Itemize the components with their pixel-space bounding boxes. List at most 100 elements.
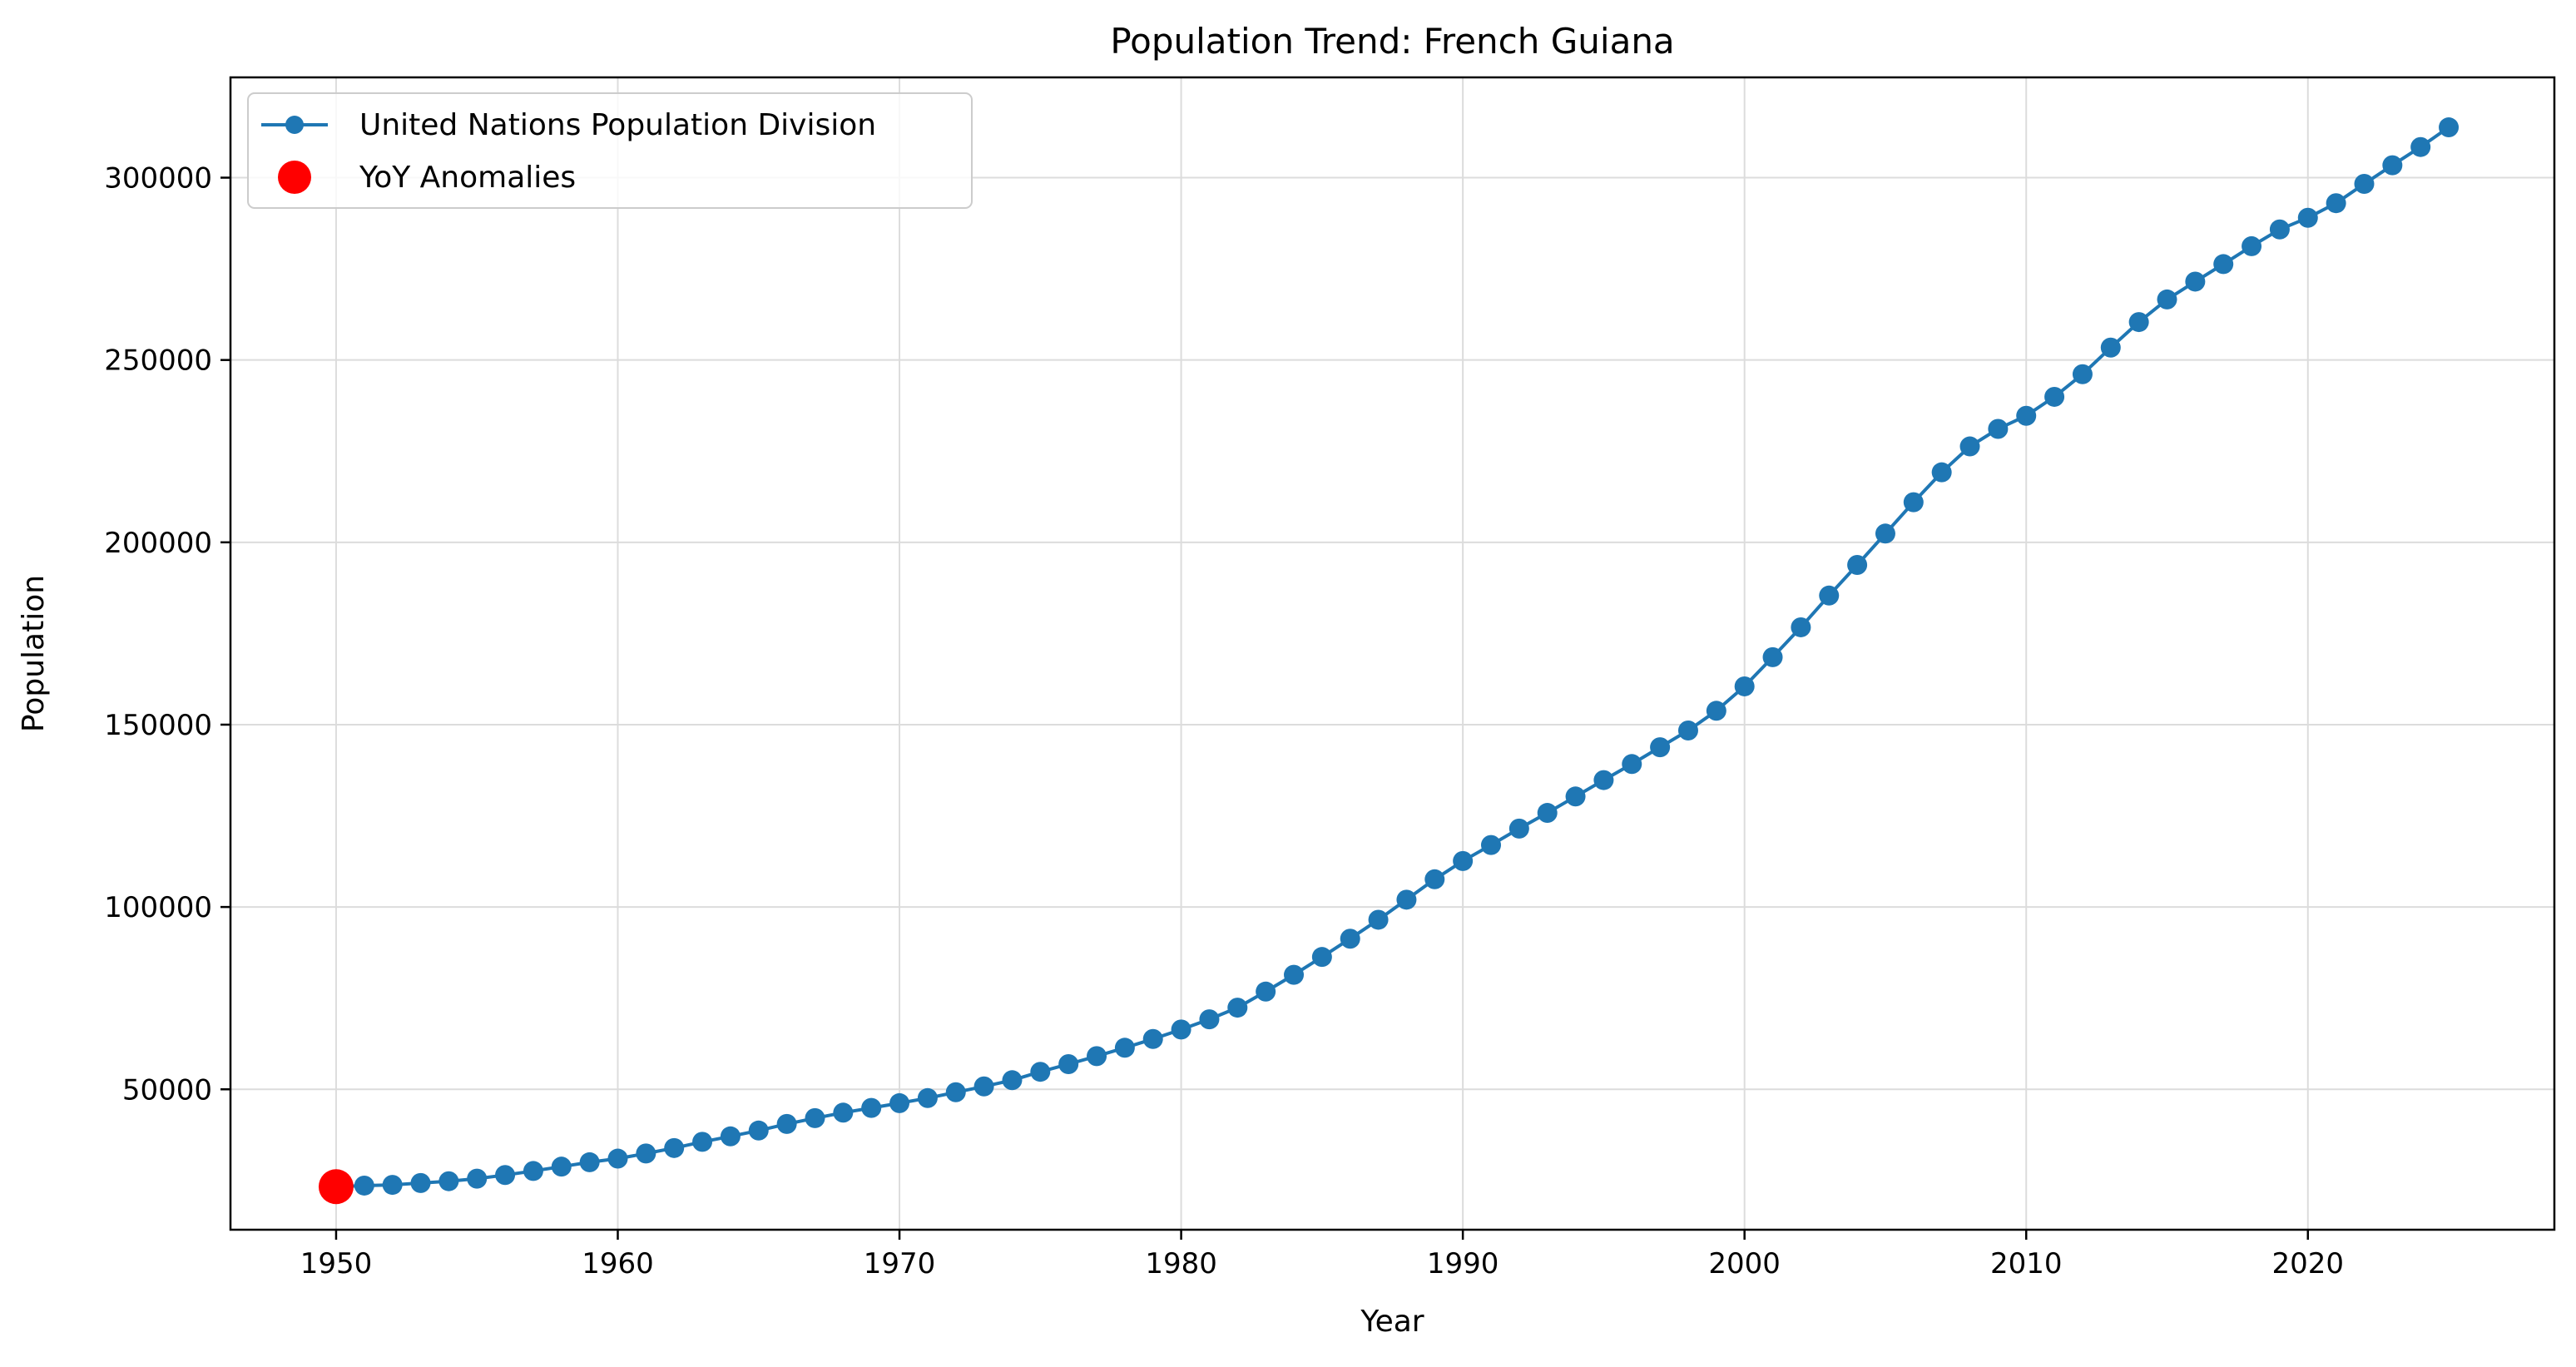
data-point: [1142, 1028, 1163, 1049]
data-point: [776, 1113, 797, 1134]
data-point: [1762, 646, 1783, 667]
data-point: [438, 1171, 459, 1191]
data-point: [833, 1102, 854, 1123]
data-point: [1340, 929, 1360, 949]
data-point: [1002, 1070, 1023, 1091]
data-point: [551, 1157, 572, 1177]
chart-title: Population Trend: French Guiana: [1110, 21, 1674, 62]
legend-label-anomalies: YoY Anomalies: [359, 161, 576, 195]
data-point: [1114, 1038, 1135, 1058]
data-point: [1622, 754, 1642, 775]
data-point: [2213, 254, 2234, 275]
legend-marker-swatch: [285, 116, 304, 134]
series-line: [335, 126, 2450, 1189]
legend-label-series: United Nations Population Division: [359, 108, 876, 142]
legend-box: [247, 92, 973, 209]
anomaly-layer: [318, 1169, 354, 1205]
data-point: [1677, 720, 1698, 740]
data-point: [1368, 909, 1389, 930]
data-point: [1959, 436, 1980, 457]
data-point: [1199, 1009, 1220, 1030]
data-point: [2326, 193, 2346, 214]
data-point: [382, 1175, 403, 1196]
data-point: [354, 1175, 374, 1196]
data-point: [467, 1168, 488, 1189]
data-point: [861, 1097, 882, 1118]
y-tick-label: 300000: [104, 162, 212, 196]
data-point: [2044, 386, 2065, 407]
data-point: [1593, 770, 1614, 790]
data-point: [1424, 869, 1445, 889]
data-point: [636, 1143, 656, 1164]
data-point: [1058, 1054, 1079, 1075]
data-point: [945, 1082, 966, 1102]
legend: United Nations Population Division YoY A…: [247, 92, 973, 209]
data-point: [2016, 405, 2037, 426]
data-point: [1650, 737, 1671, 758]
x-tick-label: 1980: [1145, 1247, 1217, 1280]
data-point: [1087, 1046, 1107, 1067]
data-point: [1791, 617, 1811, 637]
x-tick-label: 2000: [1708, 1247, 1781, 1280]
data-point: [917, 1087, 938, 1108]
data-point: [2185, 271, 2206, 292]
data-point: [410, 1172, 431, 1193]
data-point: [1171, 1019, 1191, 1040]
data-point: [664, 1137, 685, 1158]
y-tick-label: 250000: [104, 344, 212, 378]
data-point: [2410, 136, 2431, 157]
grid: [230, 77, 2554, 1230]
data-point: [1706, 701, 1726, 721]
data-point: [495, 1165, 516, 1186]
legend-anomaly-swatch: [278, 161, 311, 194]
data-point: [1565, 786, 1586, 807]
data-point: [2439, 117, 2460, 138]
data-point: [889, 1092, 910, 1113]
axis-ticks: 1950 1960 1970 1980 1990 2000 2010 2020 50000 100…: [104, 162, 2344, 1280]
x-tick-label: 2010: [1990, 1247, 2063, 1280]
data-point: [1453, 850, 1474, 871]
x-tick-label: 1960: [582, 1247, 654, 1280]
data-point: [607, 1148, 628, 1169]
y-tick-label: 200000: [104, 527, 212, 560]
x-tick-label: 1990: [1427, 1247, 1499, 1280]
data-point: [748, 1120, 769, 1141]
x-tick-label: 2020: [2272, 1247, 2345, 1280]
y-tick-label: 100000: [104, 891, 212, 924]
data-point: [523, 1161, 543, 1181]
data-point: [2269, 219, 2290, 240]
data-point: [579, 1152, 600, 1172]
data-point: [1227, 998, 1248, 1018]
x-tick-label: 1950: [300, 1247, 373, 1280]
data-point: [1311, 947, 1332, 968]
y-axis-label: Population: [17, 575, 51, 732]
data-point: [1847, 554, 1868, 575]
plot-frame: [229, 76, 2556, 1231]
data-point: [1284, 964, 1305, 985]
data-point: [1396, 889, 1417, 910]
x-axis-label: Year: [1360, 1305, 1424, 1339]
data-point: [2157, 289, 2177, 310]
data-point: [2072, 364, 2093, 384]
data-point: [805, 1107, 825, 1128]
data-point: [692, 1132, 713, 1152]
data-point: [1819, 585, 1840, 606]
data-point: [2354, 173, 2375, 194]
data-point: [1988, 419, 2009, 439]
x-tick-label: 1970: [864, 1247, 936, 1280]
data-point: [1903, 492, 1924, 513]
data-point: [1875, 523, 1895, 544]
data-point: [2242, 235, 2262, 256]
data-point: [1734, 676, 1755, 696]
data-point: [2382, 155, 2403, 176]
data-point: [2297, 207, 2318, 228]
data-point: [2128, 312, 2149, 333]
y-tick-label: 50000: [122, 1073, 212, 1107]
data-point: [1931, 462, 1952, 483]
anomaly-point: [318, 1169, 354, 1205]
data-point: [720, 1126, 741, 1147]
data-point: [2100, 337, 2121, 358]
